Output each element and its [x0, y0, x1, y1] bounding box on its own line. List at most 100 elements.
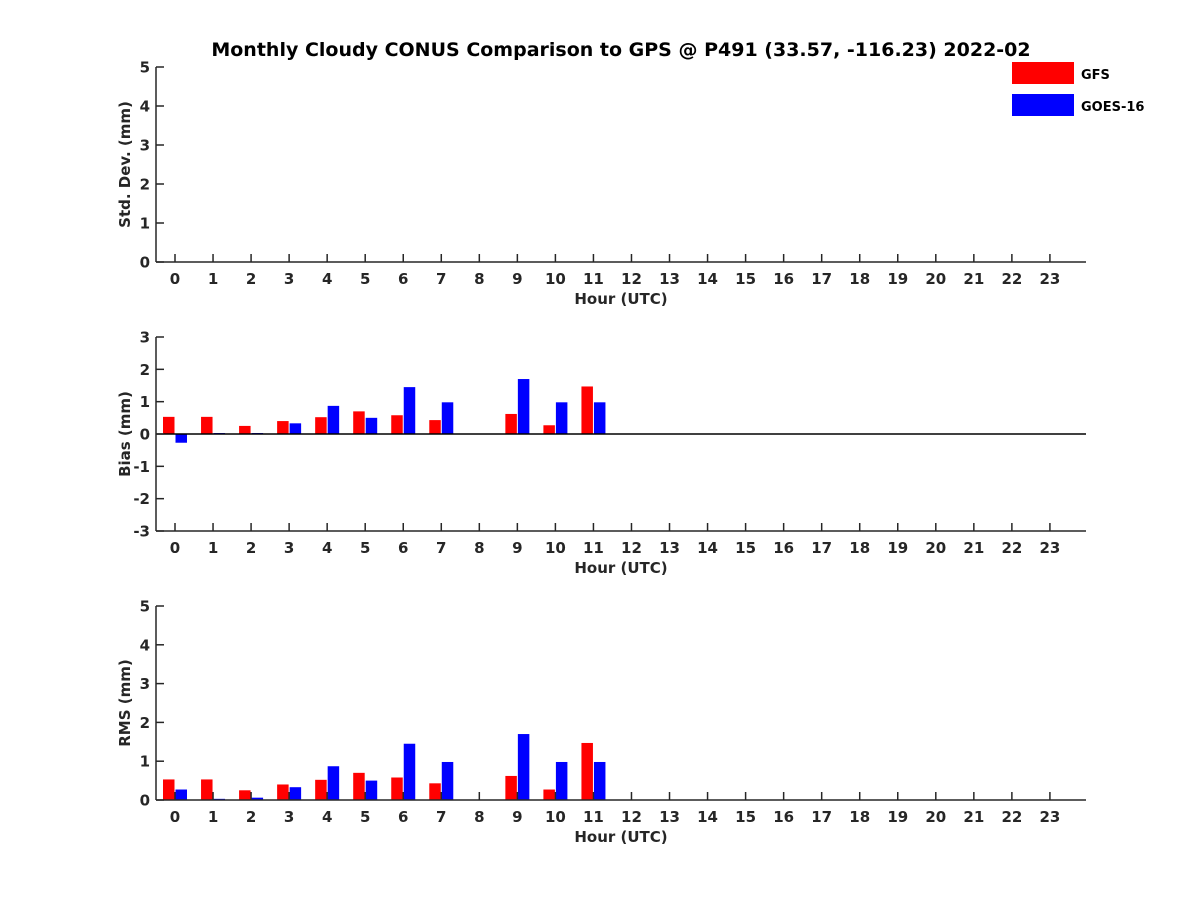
y-tick-label: 5 [140, 598, 150, 616]
x-tick-label: 5 [360, 270, 370, 288]
legend-swatch-gfs [1012, 62, 1074, 84]
bar-gfs-h5 [353, 772, 365, 800]
x-tick-label: 15 [735, 539, 756, 557]
x-tick-label: 8 [474, 270, 484, 288]
bar-gfs-h1 [201, 416, 213, 434]
y-tick-label: 4 [140, 98, 150, 116]
x-tick-label: 5 [360, 539, 370, 557]
x-tick-label: 21 [963, 808, 984, 826]
x-tick-label: 7 [436, 270, 446, 288]
x-tick-label: 13 [659, 808, 680, 826]
y-axis-label: RMS (mm) [116, 659, 134, 746]
legend-label-goes16: GOES-16 [1081, 100, 1144, 115]
bar-gfs-h3 [277, 421, 289, 434]
y-tick-label: 5 [140, 59, 150, 77]
y-tick-label: 3 [140, 329, 150, 347]
x-tick-label: 4 [322, 539, 332, 557]
bar-gfs-h2 [239, 790, 251, 800]
x-tick-label: 21 [963, 270, 984, 288]
y-tick-label: 0 [140, 426, 150, 444]
x-tick-label: 12 [621, 808, 642, 826]
x-tick-label: 16 [773, 270, 794, 288]
bar-goes16-h7 [441, 402, 454, 434]
x-tick-label: 15 [735, 808, 756, 826]
x-tick-label: 6 [398, 808, 408, 826]
y-tick-label: 2 [140, 176, 150, 194]
x-tick-label: 0 [170, 270, 180, 288]
x-tick-label: 18 [849, 270, 870, 288]
x-tick-label: 4 [322, 270, 332, 288]
x-tick-label: 18 [849, 808, 870, 826]
bar-goes16-h3 [289, 787, 302, 800]
bar-gfs-h7 [429, 783, 441, 800]
x-tick-label: 17 [811, 539, 832, 557]
y-tick-label: 3 [140, 675, 150, 693]
y-tick-label: 0 [140, 792, 150, 810]
bar-goes16-h4 [327, 766, 340, 800]
bar-gfs-h10 [543, 789, 555, 800]
bar-goes16-h5 [365, 417, 378, 434]
x-tick-label: 7 [436, 539, 446, 557]
x-tick-label: 20 [925, 539, 946, 557]
x-tick-label: 23 [1039, 808, 1060, 826]
x-tick-label: 2 [246, 270, 256, 288]
x-tick-label: 13 [659, 539, 680, 557]
x-tick-label: 23 [1039, 270, 1060, 288]
x-tick-label: 1 [208, 808, 218, 826]
x-tick-label: 0 [170, 808, 180, 826]
x-tick-label: 22 [1001, 808, 1022, 826]
bar-goes16-h3 [289, 423, 302, 434]
x-tick-label: 0 [170, 539, 180, 557]
x-axis-label: Hour (UTC) [574, 828, 667, 846]
x-axis-label: Hour (UTC) [574, 290, 667, 308]
bar-gfs-h1 [201, 779, 213, 800]
x-tick-label: 2 [246, 808, 256, 826]
x-tick-label: 9 [512, 539, 522, 557]
x-tick-label: 3 [284, 270, 294, 288]
y-tick-label: 3 [140, 137, 150, 155]
bar-gfs-h4 [315, 779, 327, 800]
y-axis-label: Bias (mm) [116, 391, 134, 477]
x-tick-label: 14 [697, 270, 718, 288]
y-tick-label: 1 [140, 753, 150, 771]
x-tick-label: 23 [1039, 539, 1060, 557]
bar-goes16-h9 [517, 379, 530, 434]
x-tick-label: 10 [545, 270, 566, 288]
x-tick-label: 11 [583, 270, 604, 288]
x-tick-label: 1 [208, 539, 218, 557]
x-tick-label: 9 [512, 808, 522, 826]
y-tick-label: -3 [133, 523, 150, 541]
x-tick-label: 6 [398, 270, 408, 288]
legend-swatch-goes16 [1012, 94, 1074, 116]
x-tick-label: 11 [583, 539, 604, 557]
bar-gfs-h7 [429, 420, 441, 434]
bar-goes16-h11 [593, 402, 606, 434]
x-tick-label: 10 [545, 539, 566, 557]
x-tick-label: 12 [621, 270, 642, 288]
x-tick-label: 4 [322, 808, 332, 826]
y-tick-label: 1 [140, 393, 150, 411]
legend: GFS GOES-16 [1012, 62, 1144, 116]
y-tick-label: -1 [133, 458, 150, 476]
y-tick-label: 2 [140, 714, 150, 732]
bar-goes16-h0 [175, 789, 187, 800]
x-tick-label: 19 [887, 808, 908, 826]
x-tick-label: 12 [621, 539, 642, 557]
bar-gfs-h6 [391, 777, 403, 800]
bar-goes16-h9 [517, 734, 530, 800]
y-tick-label: 0 [140, 254, 150, 272]
bar-goes16-h6 [403, 387, 416, 434]
x-tick-label: 14 [697, 539, 718, 557]
bar-gfs-h10 [543, 425, 555, 434]
x-tick-label: 20 [925, 270, 946, 288]
bar-goes16-h6 [403, 743, 416, 800]
x-tick-label: 8 [474, 539, 484, 557]
x-tick-label: 14 [697, 808, 718, 826]
bar-goes16-h11 [593, 761, 606, 800]
x-tick-label: 17 [811, 808, 832, 826]
bar-gfs-h0 [163, 779, 175, 800]
x-tick-label: 19 [887, 270, 908, 288]
